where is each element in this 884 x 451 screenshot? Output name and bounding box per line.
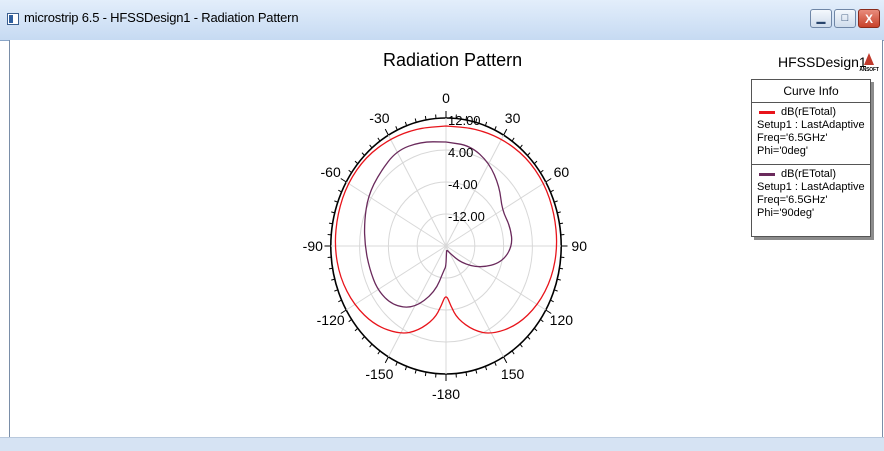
angle-tick — [559, 223, 563, 224]
angle-tick — [504, 357, 507, 363]
angle-tick — [425, 372, 426, 376]
angle-label: -60 — [321, 164, 341, 180]
angle-tick — [349, 170, 352, 172]
angle-tick — [396, 126, 398, 130]
angle-tick — [334, 290, 337, 291]
grid-spoke — [446, 246, 546, 310]
angle-tick — [341, 179, 346, 183]
angle-tick — [405, 122, 406, 126]
angle-label: -90 — [303, 238, 323, 254]
angle-tick — [466, 372, 467, 376]
angle-tick — [485, 122, 486, 126]
angle-tick — [355, 161, 358, 164]
angle-tick — [540, 170, 543, 172]
angle-tick — [378, 351, 380, 354]
angle-tick — [534, 328, 537, 331]
angle-label: 120 — [550, 312, 574, 328]
angle-tick — [334, 201, 337, 202]
angle-tick — [355, 328, 358, 331]
angle-label: -150 — [365, 366, 393, 382]
angle-tick — [527, 153, 530, 156]
angle-tick — [385, 357, 388, 363]
angle-tick — [504, 129, 507, 135]
angle-tick — [540, 319, 543, 321]
grid-spoke — [446, 246, 504, 357]
angle-label: 0 — [442, 90, 450, 106]
angle-tick — [329, 268, 333, 269]
angle-tick — [527, 337, 530, 340]
radial-label: 4.00 — [448, 145, 473, 160]
grid-spoke — [346, 246, 446, 310]
radial-label: -12.00 — [448, 209, 485, 224]
angle-tick — [370, 344, 372, 347]
angle-label: -120 — [317, 312, 345, 328]
angle-tick — [370, 145, 372, 148]
angle-tick — [405, 366, 406, 370]
angle-tick — [520, 344, 522, 347]
angle-tick — [385, 129, 388, 135]
angle-tick — [485, 366, 486, 370]
angle-label: 150 — [501, 366, 525, 382]
angle-tick — [520, 145, 522, 148]
angle-tick — [546, 179, 551, 183]
angle-label: -30 — [369, 110, 389, 126]
angle-tick — [425, 116, 426, 120]
angle-tick — [554, 290, 557, 291]
radial-label: 12.00 — [448, 113, 481, 128]
grid-spoke — [346, 182, 446, 246]
angle-tick — [495, 126, 497, 130]
angle-tick — [378, 138, 380, 141]
angle-tick — [512, 351, 514, 354]
angle-tick — [534, 161, 537, 164]
radial-label: -4.00 — [448, 177, 478, 192]
angle-tick — [396, 362, 398, 366]
angle-tick — [362, 153, 365, 156]
angle-label: 90 — [571, 238, 587, 254]
angle-tick — [554, 201, 557, 202]
angle-label: 60 — [554, 164, 570, 180]
grid-spoke — [388, 246, 446, 357]
grid-spoke — [388, 135, 446, 246]
angle-tick — [512, 138, 514, 141]
angle-tick — [329, 223, 333, 224]
angle-label: 30 — [505, 110, 521, 126]
series-line-phi90 — [365, 142, 512, 307]
angle-tick — [495, 362, 497, 366]
angle-tick — [559, 268, 563, 269]
angle-label: -180 — [432, 386, 460, 402]
angle-tick — [349, 319, 352, 321]
angle-tick — [362, 337, 365, 340]
